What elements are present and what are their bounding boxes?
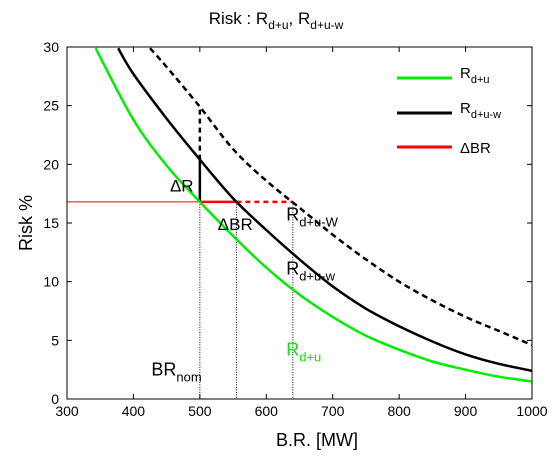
ticks-layer: 300 400 500 600 700 800 900 1000 0 5 10 15 20 25 30 <box>43 39 547 419</box>
y-tick-label: 25 <box>43 98 59 114</box>
x-tick-label: 800 <box>387 403 411 419</box>
y-tick-label: 5 <box>51 332 59 348</box>
y-tick-label: 0 <box>51 391 59 407</box>
y-tick-label: 10 <box>43 274 59 290</box>
x-tick-label: 600 <box>255 403 279 419</box>
legend-label-r-d-u: Rd+u <box>460 65 490 86</box>
series-line-green <box>94 47 533 383</box>
x-tick-label: 300 <box>55 403 79 419</box>
legend: Rd+u Rd+u-w ΔBR <box>397 65 501 157</box>
curve-label-r-d-u: Rd+u <box>286 340 321 365</box>
series-line-dashed <box>149 47 533 347</box>
chart-title: Risk : Rd+u, Rd+u-w <box>209 9 344 32</box>
series-layer <box>94 47 533 383</box>
x-tick-label: 400 <box>122 403 146 419</box>
plot-frame <box>66 46 533 400</box>
x-axis-label: B.R. [MW] <box>276 430 358 450</box>
y-tick-label: 15 <box>43 215 59 231</box>
x-tick-label: 700 <box>321 403 345 419</box>
x-tick-label: 900 <box>454 403 478 419</box>
x-tick-label: 500 <box>188 403 212 419</box>
y-axis-label: Risk % <box>16 195 36 251</box>
y-tick-label: 30 <box>43 39 59 55</box>
annotation-delta-br: ΔBR <box>218 215 253 234</box>
y-tick-label: 20 <box>43 156 59 172</box>
legend-label-delta-br: ΔBR <box>460 140 491 157</box>
guides-layer <box>67 106 294 399</box>
series-line-black <box>117 47 533 373</box>
annotation-br-nom: BRnom <box>151 360 201 385</box>
legend-label-r-d-u-w: Rd+u-w <box>460 100 501 121</box>
x-tick-label: 1000 <box>516 403 547 419</box>
annotation-delta-r: ΔR <box>170 176 194 195</box>
curve-label-r-d-u-w: Rd+u-w <box>286 259 335 284</box>
curve-label-r-d-u-W: Rd+u-W <box>286 205 338 230</box>
